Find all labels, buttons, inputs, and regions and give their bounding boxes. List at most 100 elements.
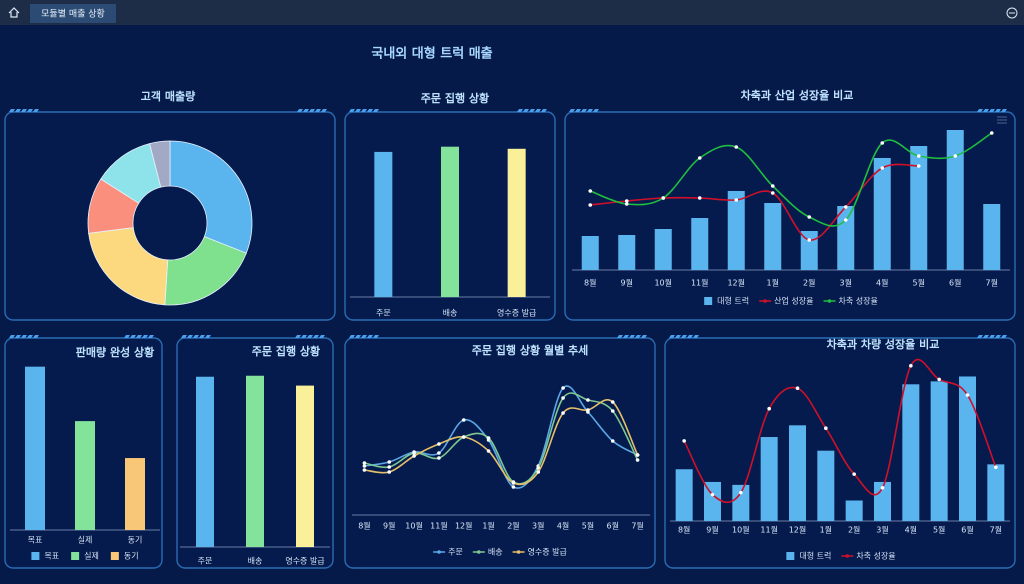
legend-symbol xyxy=(704,297,713,305)
x-tick-label: 6월 xyxy=(961,525,973,535)
x-tick-label: 10월 xyxy=(654,278,672,288)
line-point xyxy=(561,396,565,400)
panel-title: 차축과 산업 성장율 비교 xyxy=(741,88,854,102)
panel-deco xyxy=(199,335,205,338)
panel-deco xyxy=(641,335,647,338)
line-point xyxy=(610,439,615,443)
panel-deco xyxy=(587,109,593,112)
bar xyxy=(760,437,778,521)
panel-deco xyxy=(617,335,623,338)
panel-deco xyxy=(301,335,307,338)
bar xyxy=(507,148,526,297)
panel-deco xyxy=(303,109,309,112)
panel-deco xyxy=(297,109,303,112)
line-point xyxy=(362,468,367,472)
bar xyxy=(296,385,314,547)
close-icon[interactable] xyxy=(1006,7,1018,19)
line-point xyxy=(624,199,629,203)
legend-label: 대형 트럭 xyxy=(717,296,749,306)
panel-title: 주문 집행 상황 xyxy=(252,344,320,358)
tab[interactable] xyxy=(30,4,116,23)
bar xyxy=(727,191,745,270)
line-point xyxy=(412,451,416,455)
legend-symbol xyxy=(477,550,481,554)
line-point xyxy=(387,465,392,469)
line-point xyxy=(909,363,913,368)
line-point xyxy=(994,465,998,470)
x-tick-label: 10월 xyxy=(405,521,423,531)
panel-deco xyxy=(373,335,379,338)
panel-deco xyxy=(623,335,629,338)
panel-deco xyxy=(205,335,211,338)
panel-title: 주문 집행 상황 월별 추세 xyxy=(472,343,589,357)
x-tick-label: 4월 xyxy=(557,521,569,531)
donut-segment xyxy=(149,140,171,188)
line-point xyxy=(734,145,739,149)
x-tick-label: 8월 xyxy=(584,278,596,288)
bar xyxy=(789,425,806,521)
home-icon[interactable] xyxy=(8,7,20,18)
legend-label: 목표 xyxy=(44,552,59,561)
x-tick-label: 주문 xyxy=(198,557,213,566)
panel-deco xyxy=(989,109,995,112)
line-point xyxy=(880,486,885,490)
line-point xyxy=(710,492,715,497)
legend: 대형 트럭 차축 성장율 xyxy=(786,551,896,561)
panel-deco xyxy=(995,335,1001,338)
x-tick-label: 배송 xyxy=(248,557,263,566)
legend-label: 대형 트럭 xyxy=(799,551,831,561)
panel-deco xyxy=(315,109,321,112)
panel-deco xyxy=(541,109,547,112)
bar xyxy=(654,229,672,270)
panel-deco xyxy=(124,335,130,338)
x-tick-label: 2월 xyxy=(507,521,519,531)
line-point xyxy=(697,196,702,200)
bar xyxy=(873,158,891,270)
legend-label: 차축 성장율 xyxy=(856,551,895,561)
panel-deco xyxy=(977,109,983,112)
panel-deco xyxy=(693,335,699,338)
panel-deco xyxy=(681,335,687,338)
legend-label: 차축 성장율 xyxy=(838,296,877,306)
panel xyxy=(344,337,656,569)
legend-symbol xyxy=(786,552,795,560)
bar xyxy=(959,376,976,521)
panel-deco xyxy=(319,335,325,338)
panel-deco xyxy=(373,109,379,112)
panel-deco xyxy=(15,109,21,112)
panel-deco xyxy=(529,109,535,112)
panel-deco xyxy=(669,335,675,338)
line-point xyxy=(734,198,739,202)
panel-deco xyxy=(983,109,989,112)
donut-segment xyxy=(169,140,253,254)
bar xyxy=(764,203,782,270)
x-tick-label: 실제 xyxy=(78,535,93,545)
bar xyxy=(704,481,721,521)
bar xyxy=(374,151,393,297)
legend: 주문 배송 영수증 발급 xyxy=(433,547,567,557)
legend-symbol xyxy=(516,550,521,554)
panel-deco xyxy=(535,109,541,112)
line-point xyxy=(486,449,491,453)
panel-deco xyxy=(313,335,319,338)
x-tick-label: 5월 xyxy=(913,278,925,288)
panel-deco xyxy=(27,109,33,112)
panel-deco xyxy=(142,335,148,338)
bar xyxy=(691,218,709,270)
donut-segment xyxy=(88,227,169,306)
bar xyxy=(246,375,264,547)
x-tick-label: 1월 xyxy=(482,521,494,531)
panel-deco xyxy=(21,335,27,338)
line-point xyxy=(807,215,812,219)
legend: 목표 실제 동기 xyxy=(31,551,139,561)
legend-label: 산업 성장율 xyxy=(774,296,813,306)
panel-deco xyxy=(27,335,33,338)
panel-deco xyxy=(361,109,367,112)
x-tick-label: 2월 xyxy=(803,278,815,288)
tab-label[interactable]: 모듈별 매출 상황 xyxy=(41,9,105,20)
panel-deco xyxy=(989,335,995,338)
x-tick-label: 6월 xyxy=(607,521,619,531)
bar xyxy=(25,366,45,530)
bar xyxy=(946,130,964,270)
line-point xyxy=(486,436,491,440)
